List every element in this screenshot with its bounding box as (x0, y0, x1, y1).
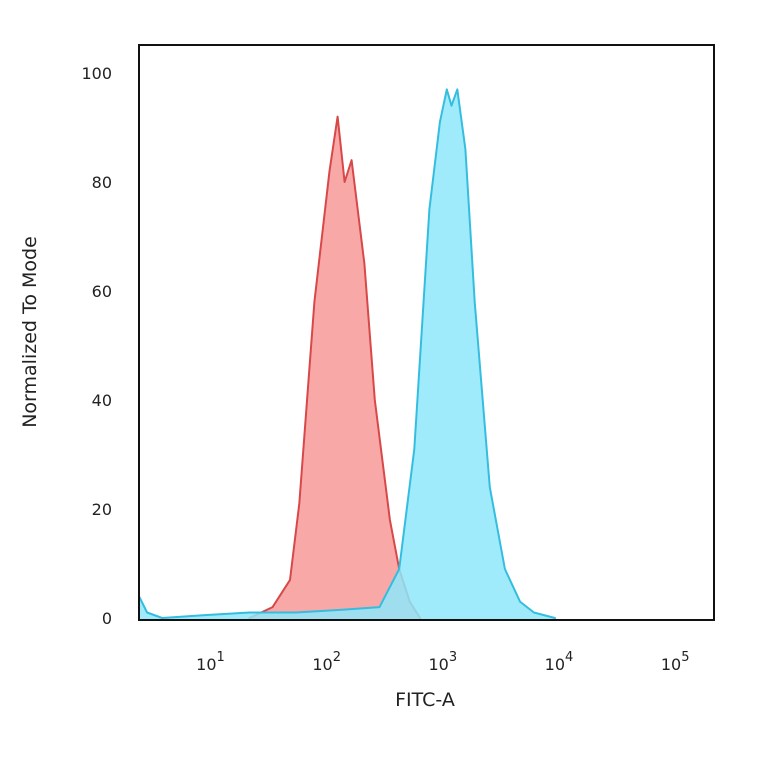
x-tick-exponent: 3 (449, 650, 457, 665)
x-axis-label: FITC-A (395, 689, 455, 711)
x-tick-label: 104 (545, 650, 574, 674)
x-tick-base: 10 (429, 655, 449, 674)
x-tick-label: 102 (312, 650, 341, 674)
x-tick-base: 10 (196, 655, 216, 674)
x-tick-base: 10 (312, 655, 332, 674)
y-tick-label: 40 (92, 391, 112, 410)
histogram-series-red (248, 115, 422, 621)
x-tick-exponent: 2 (333, 650, 341, 665)
y-tick-label: 100 (81, 64, 112, 83)
x-tick-base: 10 (661, 655, 681, 674)
x-tick-label: 105 (661, 650, 690, 674)
plot-frame (138, 44, 715, 621)
x-tick-exponent: 1 (217, 650, 225, 665)
histogram-series-blue (138, 88, 556, 621)
y-axis-label: Normalized To Mode (19, 236, 41, 428)
x-tick-label: 101 (196, 650, 225, 674)
x-tick-exponent: 4 (565, 650, 573, 665)
y-tick-label: 80 (92, 173, 112, 192)
x-tick-label: 103 (429, 650, 458, 674)
y-tick-label: 60 (92, 282, 112, 301)
x-tick-exponent: 5 (681, 650, 689, 665)
x-tick-base: 10 (545, 655, 565, 674)
y-tick-label: 0 (102, 609, 112, 628)
y-tick-label: 20 (92, 500, 112, 519)
